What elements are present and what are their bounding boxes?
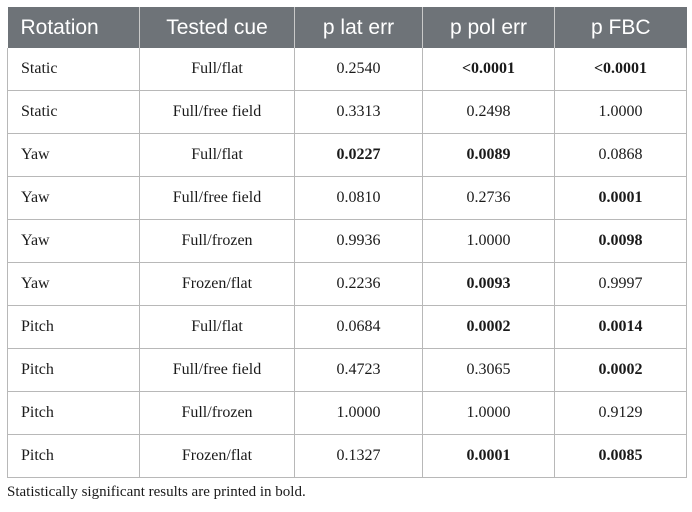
cell-p-pol-err: 1.0000 xyxy=(423,392,555,435)
cell-p-pol-err: <0.0001 xyxy=(423,48,555,91)
cell-tested-cue: Full/free field xyxy=(140,177,295,220)
table-row: Yaw Frozen/flat 0.2236 0.0093 0.9997 xyxy=(8,263,687,306)
cell-p-lat-err: 0.4723 xyxy=(295,349,423,392)
table-row: Pitch Full/free field 0.4723 0.3065 0.00… xyxy=(8,349,687,392)
cell-rotation: Yaw xyxy=(8,134,140,177)
table-footnote: Statistically significant results are pr… xyxy=(7,484,306,501)
cell-rotation: Pitch xyxy=(8,349,140,392)
column-header-p-lat-err: p lat err xyxy=(295,7,423,48)
cell-tested-cue: Full/flat xyxy=(140,134,295,177)
cell-p-lat-err: 0.2540 xyxy=(295,48,423,91)
column-header-p-fbc: p FBC xyxy=(555,7,687,48)
cell-p-lat-err: 0.1327 xyxy=(295,435,423,478)
table-row: Pitch Full/flat 0.0684 0.0002 0.0014 xyxy=(8,306,687,349)
table-header-row: Rotation Tested cue p lat err p pol err … xyxy=(8,7,687,48)
cell-p-pol-err: 0.2498 xyxy=(423,91,555,134)
cell-rotation: Pitch xyxy=(8,392,140,435)
cell-p-lat-err: 1.0000 xyxy=(295,392,423,435)
cell-rotation: Static xyxy=(8,91,140,134)
cell-tested-cue: Full/frozen xyxy=(140,220,295,263)
cell-p-lat-err: 0.3313 xyxy=(295,91,423,134)
cell-p-pol-err: 0.0089 xyxy=(423,134,555,177)
cell-p-lat-err: 0.0810 xyxy=(295,177,423,220)
cell-rotation: Static xyxy=(8,48,140,91)
cell-tested-cue: Full/flat xyxy=(140,306,295,349)
cell-p-fbc: 0.0014 xyxy=(555,306,687,349)
cell-p-fbc: 0.9129 xyxy=(555,392,687,435)
cell-p-pol-err: 0.0001 xyxy=(423,435,555,478)
table-row: Static Full/flat 0.2540 <0.0001 <0.0001 xyxy=(8,48,687,91)
cell-p-fbc: 0.0868 xyxy=(555,134,687,177)
cell-p-pol-err: 1.0000 xyxy=(423,220,555,263)
cell-p-fbc: 0.9997 xyxy=(555,263,687,306)
cell-p-fbc: 0.0001 xyxy=(555,177,687,220)
cell-tested-cue: Full/frozen xyxy=(140,392,295,435)
cell-p-pol-err: 0.2736 xyxy=(423,177,555,220)
table-row: Yaw Full/frozen 0.9936 1.0000 0.0098 xyxy=(8,220,687,263)
cell-p-fbc: 0.0002 xyxy=(555,349,687,392)
cell-rotation: Yaw xyxy=(8,263,140,306)
column-header-rotation: Rotation xyxy=(8,7,140,48)
cell-p-pol-err: 0.0093 xyxy=(423,263,555,306)
cell-p-fbc: 0.0098 xyxy=(555,220,687,263)
table-row: Yaw Full/free field 0.0810 0.2736 0.0001 xyxy=(8,177,687,220)
cell-p-lat-err: 0.0684 xyxy=(295,306,423,349)
cell-tested-cue: Frozen/flat xyxy=(140,263,295,306)
cell-tested-cue: Full/flat xyxy=(140,48,295,91)
column-header-p-pol-err: p pol err xyxy=(423,7,555,48)
results-table: Rotation Tested cue p lat err p pol err … xyxy=(7,7,687,478)
table-row: Pitch Frozen/flat 0.1327 0.0001 0.0085 xyxy=(8,435,687,478)
cell-p-lat-err: 0.2236 xyxy=(295,263,423,306)
cell-rotation: Pitch xyxy=(8,435,140,478)
results-table-container: Rotation Tested cue p lat err p pol err … xyxy=(7,7,686,478)
table-row: Pitch Full/frozen 1.0000 1.0000 0.9129 xyxy=(8,392,687,435)
cell-rotation: Yaw xyxy=(8,220,140,263)
cell-p-fbc: 0.0085 xyxy=(555,435,687,478)
table-row: Static Full/free field 0.3313 0.2498 1.0… xyxy=(8,91,687,134)
table-row: Yaw Full/flat 0.0227 0.0089 0.0868 xyxy=(8,134,687,177)
cell-p-pol-err: 0.3065 xyxy=(423,349,555,392)
cell-p-lat-err: 0.0227 xyxy=(295,134,423,177)
cell-p-lat-err: 0.9936 xyxy=(295,220,423,263)
cell-p-pol-err: 0.0002 xyxy=(423,306,555,349)
cell-rotation: Yaw xyxy=(8,177,140,220)
column-header-tested-cue: Tested cue xyxy=(140,7,295,48)
cell-p-fbc: 1.0000 xyxy=(555,91,687,134)
cell-rotation: Pitch xyxy=(8,306,140,349)
cell-p-fbc: <0.0001 xyxy=(555,48,687,91)
cell-tested-cue: Frozen/flat xyxy=(140,435,295,478)
cell-tested-cue: Full/free field xyxy=(140,91,295,134)
cell-tested-cue: Full/free field xyxy=(140,349,295,392)
